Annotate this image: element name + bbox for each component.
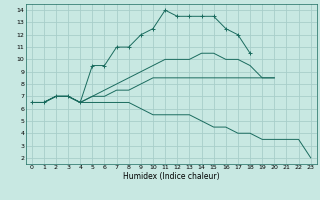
X-axis label: Humidex (Indice chaleur): Humidex (Indice chaleur) [123, 172, 220, 181]
